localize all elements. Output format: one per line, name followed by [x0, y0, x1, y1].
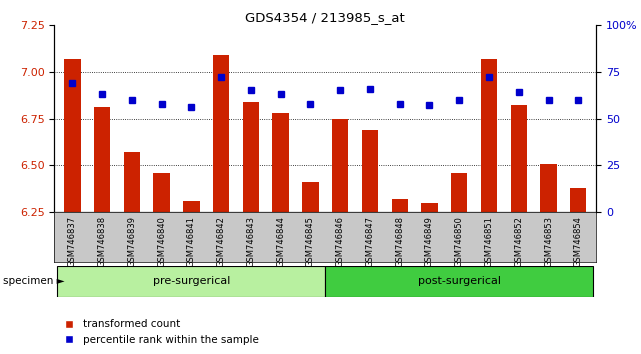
- Text: GSM746844: GSM746844: [276, 216, 285, 267]
- Text: GSM746842: GSM746842: [217, 216, 226, 267]
- Text: GSM746841: GSM746841: [187, 216, 196, 267]
- Bar: [243, 102, 259, 212]
- Bar: [183, 201, 199, 212]
- Bar: [451, 173, 467, 212]
- Bar: [272, 113, 289, 212]
- Bar: [153, 173, 170, 212]
- Text: GSM746852: GSM746852: [514, 216, 523, 267]
- Text: GSM746837: GSM746837: [68, 216, 77, 268]
- Text: GSM746848: GSM746848: [395, 216, 404, 267]
- Bar: [303, 182, 319, 212]
- Bar: [540, 164, 556, 212]
- Title: GDS4354 / 213985_s_at: GDS4354 / 213985_s_at: [246, 11, 405, 24]
- Bar: [213, 55, 229, 212]
- Bar: [94, 107, 110, 212]
- Bar: [421, 203, 438, 212]
- FancyBboxPatch shape: [325, 266, 593, 297]
- Text: GSM746845: GSM746845: [306, 216, 315, 267]
- Bar: [64, 58, 81, 212]
- Text: GSM746843: GSM746843: [246, 216, 255, 267]
- Text: GSM746849: GSM746849: [425, 216, 434, 267]
- Bar: [570, 188, 587, 212]
- Text: GSM746854: GSM746854: [574, 216, 583, 267]
- Bar: [332, 119, 348, 212]
- Bar: [481, 58, 497, 212]
- Bar: [124, 152, 140, 212]
- Text: GSM746847: GSM746847: [365, 216, 374, 267]
- Text: GSM746851: GSM746851: [485, 216, 494, 267]
- Text: GSM746838: GSM746838: [97, 216, 106, 268]
- Text: GSM746839: GSM746839: [128, 216, 137, 267]
- Text: specimen ►: specimen ►: [3, 276, 65, 286]
- Legend: transformed count, percentile rank within the sample: transformed count, percentile rank withi…: [60, 315, 263, 349]
- Text: GSM746840: GSM746840: [157, 216, 166, 267]
- Text: GSM746846: GSM746846: [336, 216, 345, 267]
- Text: pre-surgerical: pre-surgerical: [153, 276, 230, 286]
- Text: post-surgerical: post-surgerical: [418, 276, 501, 286]
- Bar: [511, 105, 527, 212]
- Text: GSM746853: GSM746853: [544, 216, 553, 267]
- Bar: [392, 199, 408, 212]
- FancyBboxPatch shape: [58, 266, 325, 297]
- Bar: [362, 130, 378, 212]
- Text: GSM746850: GSM746850: [454, 216, 463, 267]
